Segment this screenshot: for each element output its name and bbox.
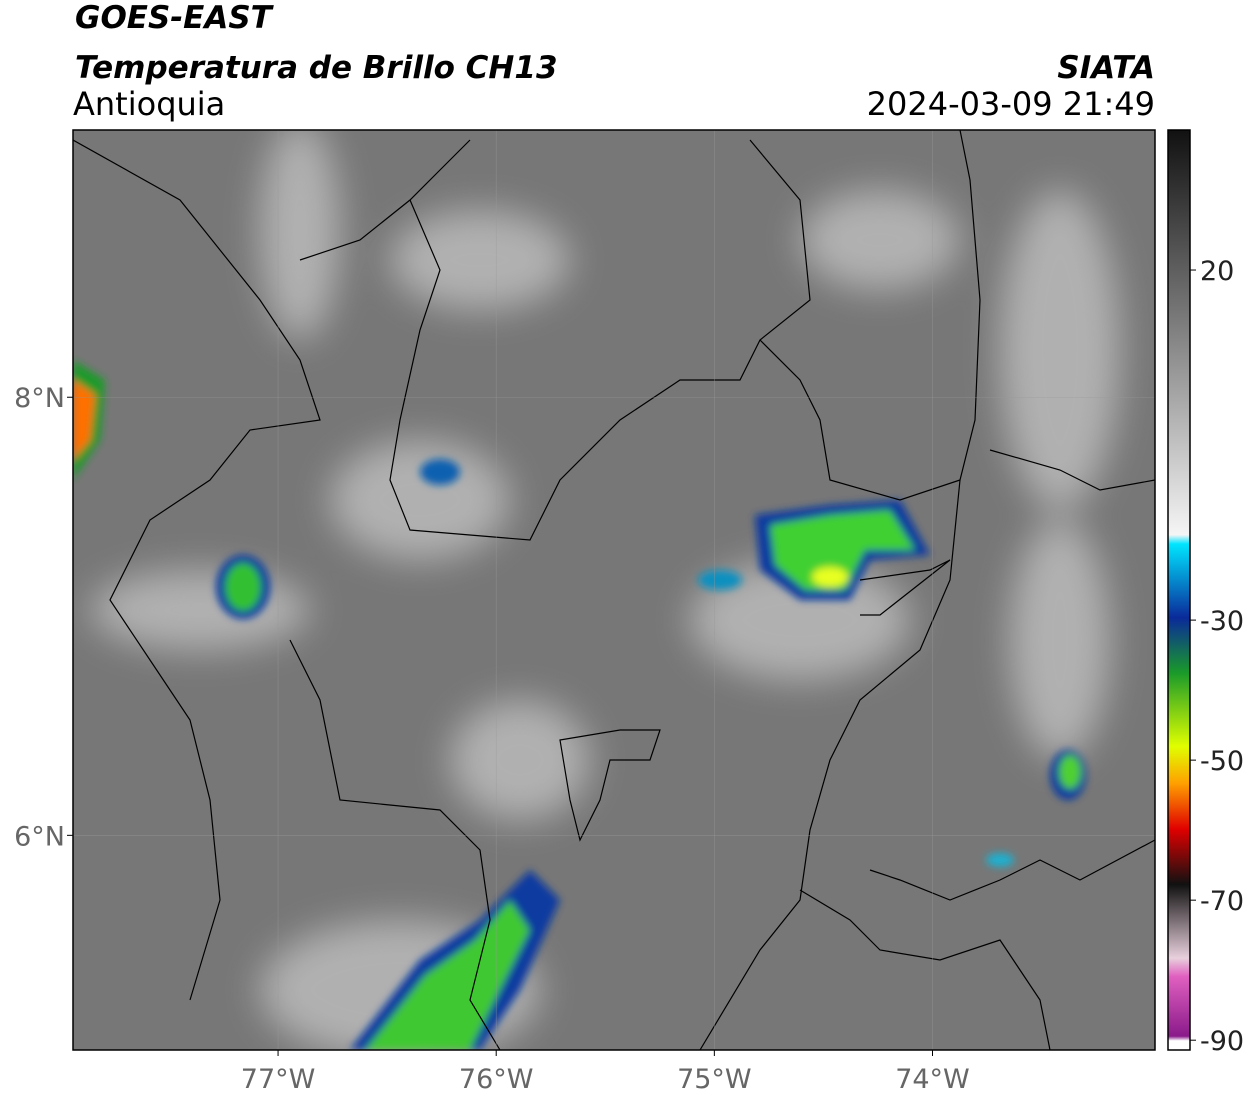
y-tick-label: 8°N [14, 383, 65, 414]
colorbar-tick-label: -30 [1200, 606, 1244, 637]
region: Antioquia [73, 85, 225, 123]
colorbar-tick-label: -50 [1200, 746, 1244, 777]
x-tick-label: 74°W [895, 1064, 970, 1095]
x-tick-label: 75°W [677, 1064, 752, 1095]
x-tick-label: 77°W [241, 1064, 316, 1095]
colorbar [1167, 129, 1191, 1051]
datetime: 2024-03-09 21:49 [867, 85, 1155, 123]
grid [73, 130, 1155, 1050]
colorbar-tick-label: 20 [1200, 256, 1234, 287]
boundaries [73, 130, 1155, 1050]
map-frame [72, 129, 1156, 1051]
colorbar-tick-label: -70 [1200, 886, 1244, 917]
product: Temperatura de Brillo CH13 [75, 50, 558, 86]
satellite: GOES-EAST [75, 0, 275, 36]
colorbar-tick-label: -90 [1200, 1026, 1244, 1057]
source: SIATA [1057, 50, 1155, 86]
y-tick-label: 6°N [14, 821, 65, 852]
x-tick-label: 76°W [459, 1064, 534, 1095]
imagery [73, 130, 1155, 1050]
